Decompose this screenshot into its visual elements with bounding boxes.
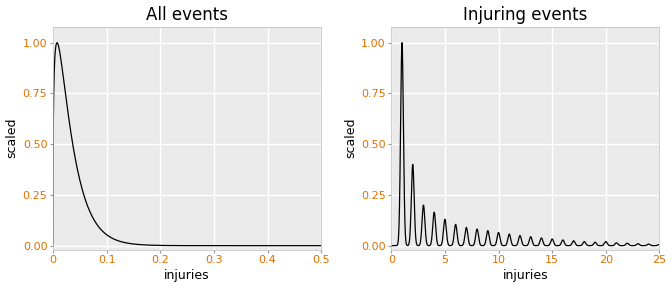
Title: All events: All events [146, 5, 228, 24]
X-axis label: injuries: injuries [503, 270, 548, 283]
Y-axis label: scaled: scaled [5, 118, 19, 158]
X-axis label: injuries: injuries [164, 270, 210, 283]
Title: Injuring events: Injuring events [463, 5, 587, 24]
Y-axis label: scaled: scaled [344, 118, 357, 158]
